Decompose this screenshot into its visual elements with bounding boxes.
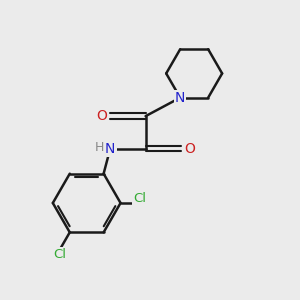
Text: O: O [184, 142, 195, 155]
Text: N: N [105, 142, 116, 155]
Text: O: O [96, 109, 107, 123]
Text: Cl: Cl [133, 192, 146, 205]
Text: H: H [94, 141, 104, 154]
Text: N: N [175, 91, 185, 105]
Text: Cl: Cl [53, 248, 66, 261]
